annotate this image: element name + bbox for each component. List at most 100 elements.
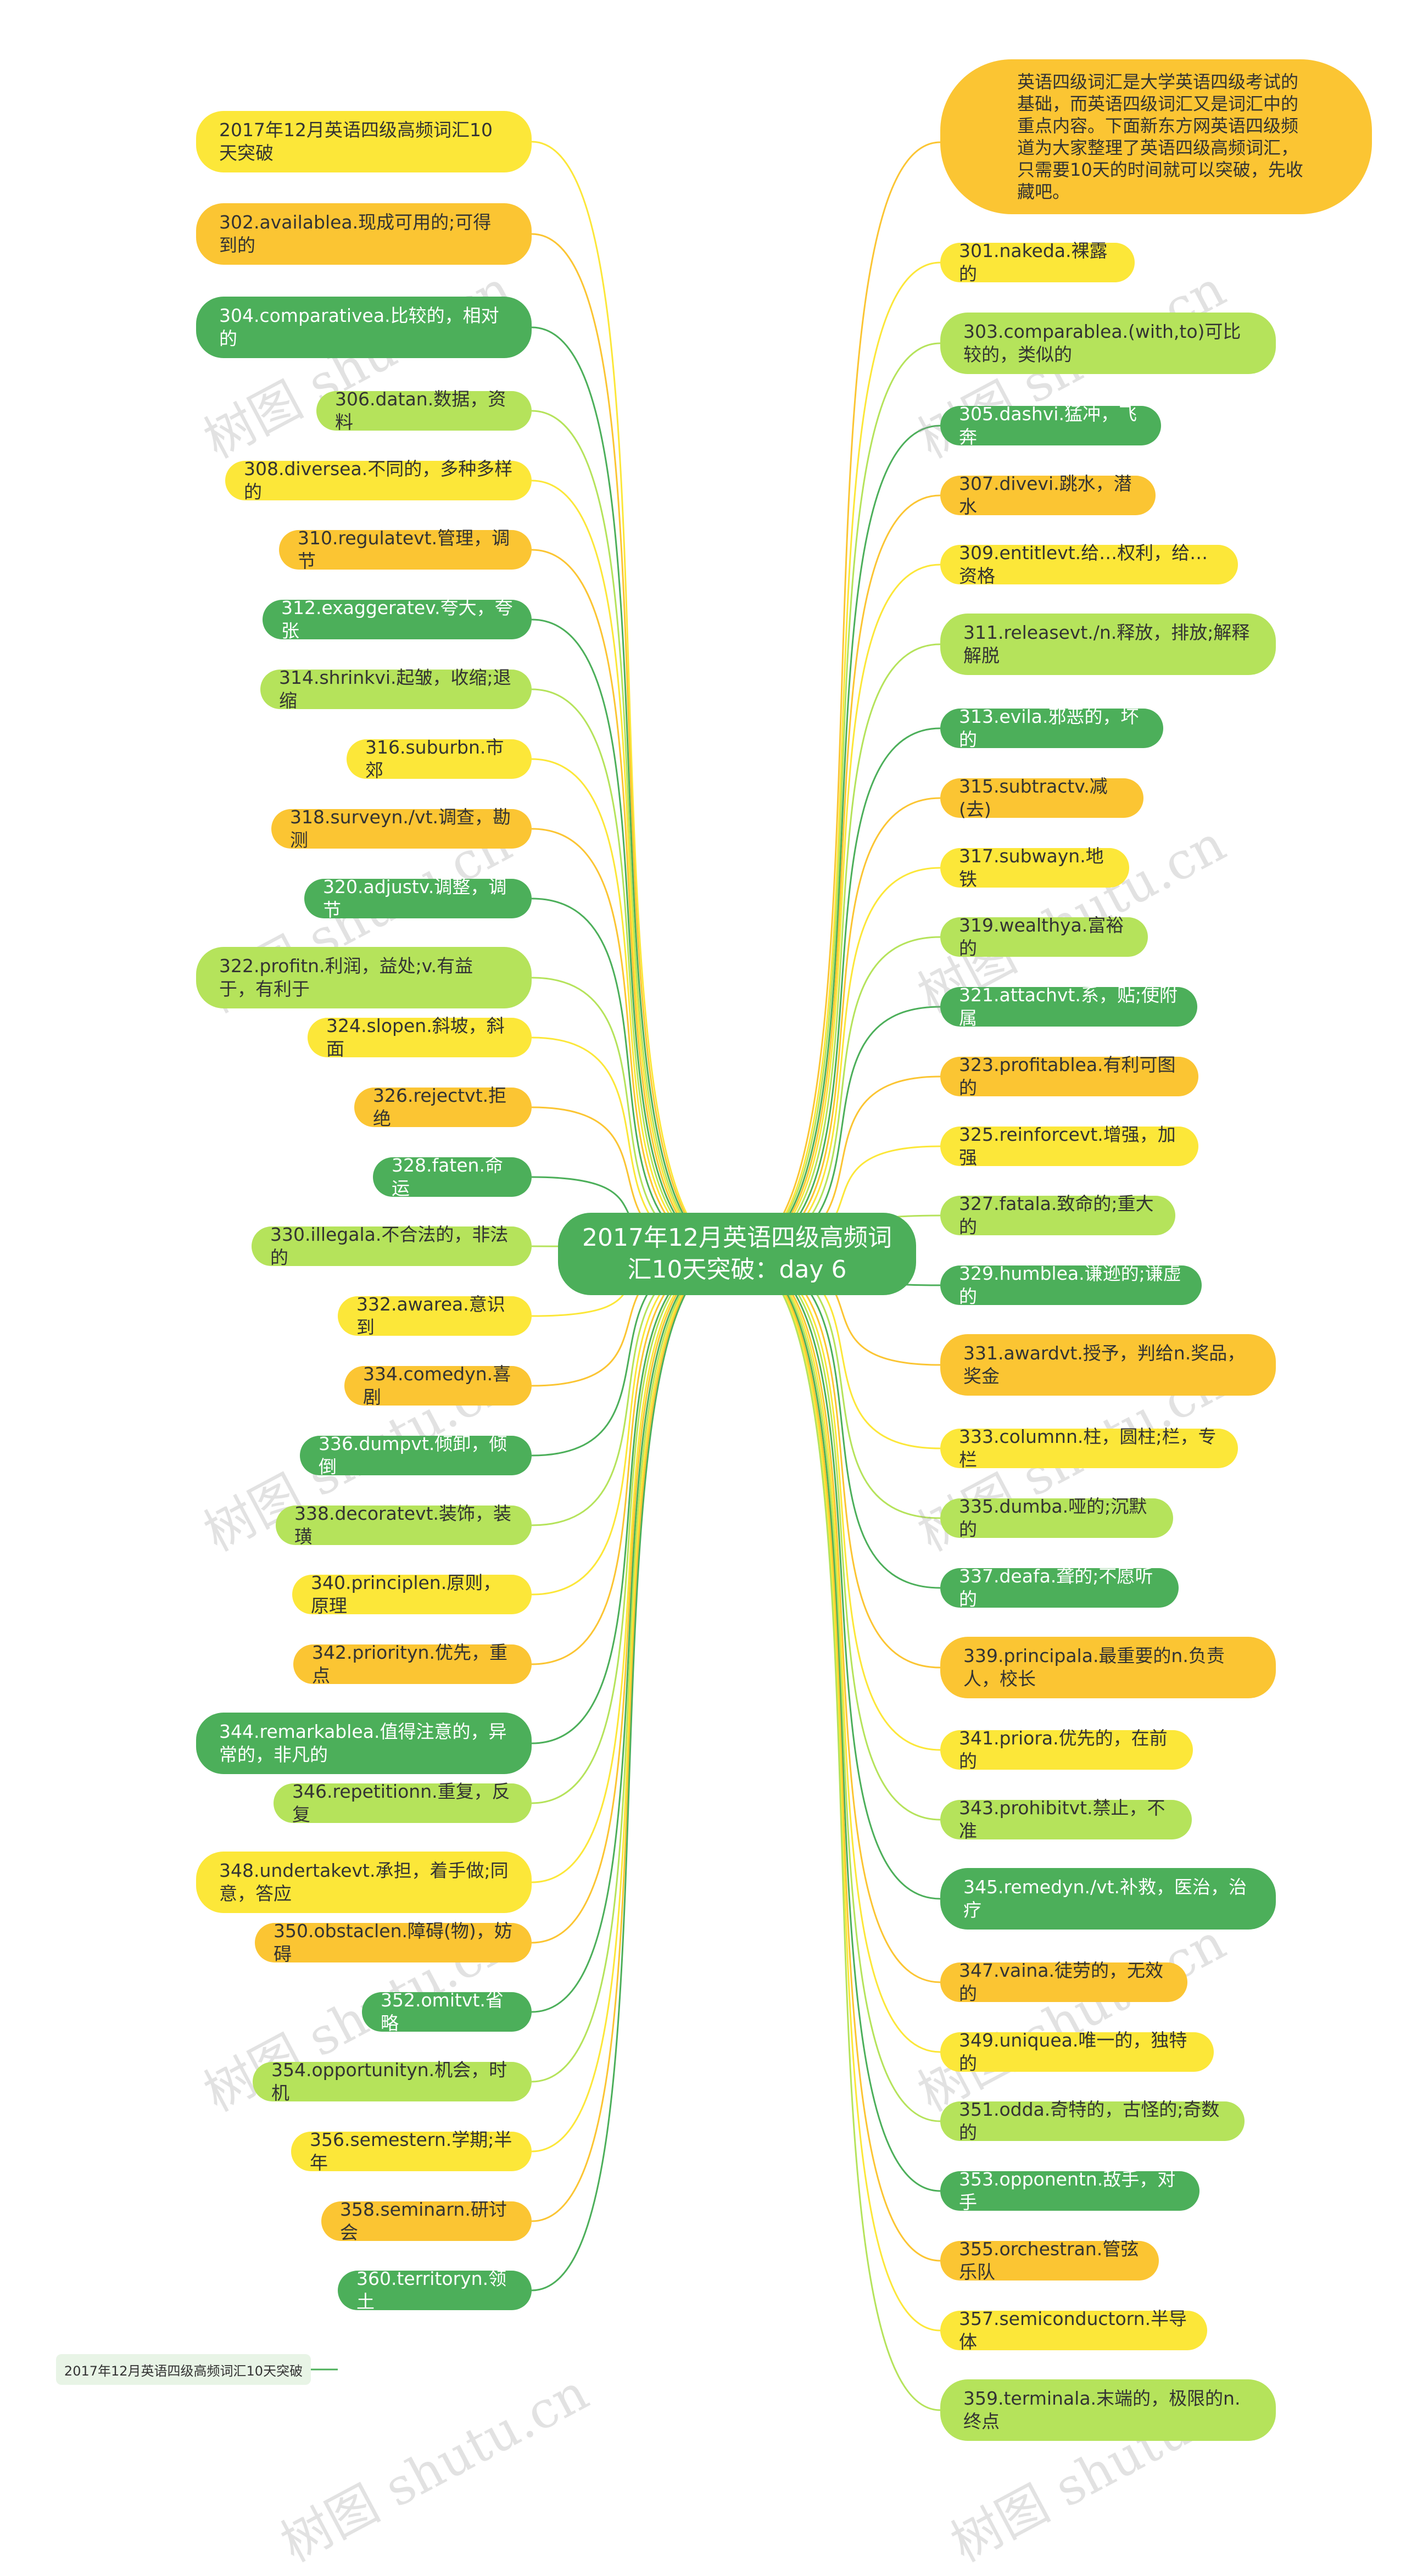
- left-branch-node[interactable]: 304.comparativea.比较的，相对的: [196, 297, 532, 358]
- left-branch-node[interactable]: 314.shrinkvi.起皱，收缩;退缩: [260, 667, 532, 711]
- left-branch-node[interactable]: 316.suburbn.市郊: [347, 737, 532, 781]
- left-branch-label: 302.availablea.现成可用的;可得到的: [219, 211, 492, 256]
- right-branch-node[interactable]: 325.reinforcevt.增强，加强: [940, 1124, 1198, 1168]
- right-branch-node[interactable]: 353.opponentn.敌手，对手: [940, 2168, 1199, 2213]
- intro-node[interactable]: 英语四级词汇是大学英语四级考试的基础，而英语四级词汇又是词汇中的重点内容。下面新…: [940, 59, 1372, 214]
- left-branch-node[interactable]: 350.obstaclen.障碍(物)，妨碍: [255, 1920, 532, 1965]
- left-branch-node[interactable]: 322.profitn.利润，益处;v.有益于，有利于: [196, 947, 532, 1008]
- right-branch-node[interactable]: 335.dumba.哑的;沉默的: [940, 1496, 1173, 1540]
- right-branch-node[interactable]: 333.columnn.柱，圆柱;栏，专栏: [940, 1426, 1238, 1470]
- right-branch-node[interactable]: 301.nakeda.裸露的: [940, 240, 1135, 285]
- left-branch-node[interactable]: 338.decoratevt.装饰，装璜: [276, 1503, 532, 1547]
- connector-line: [531, 1253, 735, 2153]
- right-branch-label: 351.odda.奇特的，古怪的;奇数的: [959, 2099, 1220, 2143]
- left-branch-label: 340.principlen.原则，原理: [311, 1572, 501, 1616]
- central-topic-node[interactable]: 2017年12月英语四级高频词汇10天突破：day 6: [558, 1213, 916, 1295]
- left-branch-node[interactable]: 312.exaggeratev.夸大，夸张: [263, 597, 532, 642]
- right-branch-node[interactable]: 331.awardvt.授予，判给n.奖品，奖金: [940, 1334, 1276, 1396]
- connector-line: [531, 1253, 735, 2222]
- left-branch-node[interactable]: 308.diversea.不同的，多种多样的: [225, 458, 532, 503]
- left-branch-node[interactable]: 346.repetitionn.重复，反复: [274, 1781, 532, 1825]
- right-branch-node[interactable]: 317.subwayn.地铁: [940, 845, 1129, 890]
- right-branch-node[interactable]: 303.comparablea.(with,to)可比较的，类似的: [940, 313, 1276, 374]
- left-branch-label: 334.comedyn.喜剧: [363, 1363, 511, 1408]
- left-branch-label: 304.comparativea.比较的，相对的: [219, 305, 499, 349]
- right-branch-node[interactable]: 319.wealthya.富裕的: [940, 915, 1148, 959]
- connector-line: [734, 1253, 941, 2122]
- connector-line: [734, 1253, 941, 2411]
- right-branch-node[interactable]: 339.principala.最重要的n.负责人，校长: [940, 1637, 1276, 1698]
- right-branch-node[interactable]: 329.humblea.谦逊的;谦虚的: [940, 1263, 1202, 1307]
- right-branch-label: 323.profitablea.有利可图的: [959, 1054, 1176, 1099]
- right-branch-node[interactable]: 313.evila.邪恶的，坏的: [940, 706, 1163, 750]
- left-branch-node[interactable]: 302.availablea.现成可用的;可得到的: [196, 203, 532, 265]
- left-branch-label: 352.omitvt.省略: [381, 1989, 504, 2034]
- right-branch-label: 359.terminala.末端的，极限的n.终点: [963, 2388, 1241, 2432]
- right-branch-node[interactable]: 337.deafa.聋的;不愿听的: [940, 1565, 1179, 1610]
- connector-line: [734, 494, 941, 1255]
- left-branch-node[interactable]: 342.priorityn.优先，重点: [293, 1642, 532, 1686]
- right-branch-label: 333.columnn.柱，圆柱;栏，专栏: [959, 1426, 1217, 1470]
- right-branch-node[interactable]: 343.prohibitvt.禁止，不准: [940, 1797, 1192, 1842]
- right-branch-node[interactable]: 307.divevi.跳水，潜水: [940, 473, 1156, 517]
- right-branch-node[interactable]: 345.remedyn./vt.补救，医治，治疗: [940, 1868, 1276, 1930]
- left-branch-node[interactable]: 358.seminarn.研讨会: [321, 2199, 532, 2243]
- right-branch-label: 343.prohibitvt.禁止，不准: [959, 1797, 1165, 1842]
- left-branch-node[interactable]: 2017年12月英语四级高频词汇10天突破: [196, 111, 532, 172]
- left-branch-node[interactable]: 310.regulatevt.管理，调节: [279, 527, 532, 572]
- connector-line: [734, 261, 941, 1255]
- left-branch-node[interactable]: 336.dumpvt.倾卸，倾倒: [300, 1433, 532, 1477]
- left-branch-node[interactable]: 330.illegala.不合法的，非法的: [252, 1224, 532, 1268]
- right-branch-node[interactable]: 357.semiconductorn.半导体: [940, 2308, 1207, 2352]
- left-branch-node[interactable]: 332.awarea.意识到: [338, 1293, 532, 1338]
- right-branch-node[interactable]: 309.entitlevt.给…权利，给…资格: [940, 542, 1238, 587]
- right-branch-node[interactable]: 347.vaina.徒劳的，无效的: [940, 1960, 1187, 2004]
- left-branch-label: 318.surveyn./vt.调查，勘测: [290, 806, 511, 851]
- left-branch-label: 344.remarkablea.值得注意的，异常的，非凡的: [219, 1721, 507, 1765]
- right-branch-node[interactable]: 305.dashvi.猛冲，飞奔: [940, 403, 1161, 448]
- right-branch-label: 327.fatala.致命的;重大的: [959, 1193, 1154, 1237]
- right-branch-label: 355.orchestran.管弦乐队: [959, 2238, 1139, 2283]
- right-branch-node[interactable]: 349.uniquea.唯一的，独特的: [940, 2029, 1214, 2074]
- source-tag[interactable]: 2017年12月英语四级高频词汇10天突破: [56, 2354, 311, 2385]
- right-branch-label: 301.nakeda.裸露的: [959, 240, 1108, 285]
- left-branch-node[interactable]: 320.adjustv.调整，调节: [304, 876, 532, 921]
- left-branch-node[interactable]: 356.semestern.学期;半年: [291, 2129, 532, 2173]
- connector-line: [531, 1253, 735, 1944]
- right-branch-node[interactable]: 321.attachvt.系，贴;使附属: [940, 984, 1197, 1029]
- right-branch-node[interactable]: 327.fatala.致命的;重大的: [940, 1193, 1175, 1237]
- left-branch-node[interactable]: 344.remarkablea.值得注意的，异常的，非凡的: [196, 1713, 532, 1774]
- right-branch-label: 341.priora.优先的，在前的: [959, 1727, 1168, 1772]
- right-branch-node[interactable]: 359.terminala.末端的，极限的n.终点: [940, 2379, 1276, 2441]
- connector-line: [531, 410, 735, 1255]
- left-branch-label: 314.shrinkvi.起皱，收缩;退缩: [279, 667, 511, 711]
- right-branch-node[interactable]: 351.odda.奇特的，古怪的;奇数的: [940, 2099, 1245, 2143]
- left-branch-node[interactable]: 324.slopen.斜坡，斜面: [308, 1015, 532, 1060]
- left-branch-label: 350.obstaclen.障碍(物)，妨碍: [274, 1920, 512, 1965]
- left-branch-label: 316.suburbn.市郊: [365, 737, 504, 781]
- right-branch-label: 335.dumba.哑的;沉默的: [959, 1496, 1147, 1540]
- left-branch-label: 2017年12月英语四级高频词汇10天突破: [219, 119, 493, 164]
- right-branch-node[interactable]: 311.releasevt./n.释放，排放;解释解脱: [940, 614, 1276, 675]
- right-branch-label: 345.remedyn./vt.补救，医治，治疗: [963, 1876, 1247, 1921]
- right-branch-node[interactable]: 355.orchestran.管弦乐队: [940, 2238, 1159, 2283]
- right-branch-label: 303.comparablea.(with,to)可比较的，类似的: [963, 321, 1241, 365]
- right-branch-node[interactable]: 315.subtractv.减(去): [940, 776, 1143, 820]
- left-branch-node[interactable]: 360.territoryn.领土: [338, 2268, 532, 2312]
- left-branch-label: 332.awarea.意识到: [356, 1293, 505, 1338]
- connector-line: [734, 564, 941, 1255]
- left-branch-node[interactable]: 340.principlen.原则，原理: [292, 1572, 532, 1616]
- left-branch-node[interactable]: 348.undertakevt.承担，着手做;同意，答应: [196, 1852, 532, 1913]
- left-branch-node[interactable]: 354.opportunityn.机会，时机: [253, 2059, 532, 2104]
- left-branch-node[interactable]: 352.omitvt.省略: [362, 1989, 532, 2034]
- right-branch-node[interactable]: 323.profitablea.有利可图的: [940, 1054, 1198, 1099]
- left-branch-node[interactable]: 326.rejectvt.拒绝: [354, 1085, 532, 1129]
- left-branch-node[interactable]: 328.faten.命运: [373, 1155, 532, 1199]
- right-branch-node[interactable]: 341.priora.优先的，在前的: [940, 1727, 1193, 1772]
- left-branch-node[interactable]: 334.comedyn.喜剧: [344, 1363, 532, 1408]
- connector-line: [531, 233, 735, 1255]
- left-branch-node[interactable]: 306.datan.数据，资料: [316, 388, 532, 433]
- left-branch-label: 320.adjustv.调整，调节: [323, 876, 507, 921]
- right-branch-label: 329.humblea.谦逊的;谦虚的: [959, 1263, 1181, 1307]
- left-branch-node[interactable]: 318.surveyn./vt.调查，勘测: [271, 806, 532, 851]
